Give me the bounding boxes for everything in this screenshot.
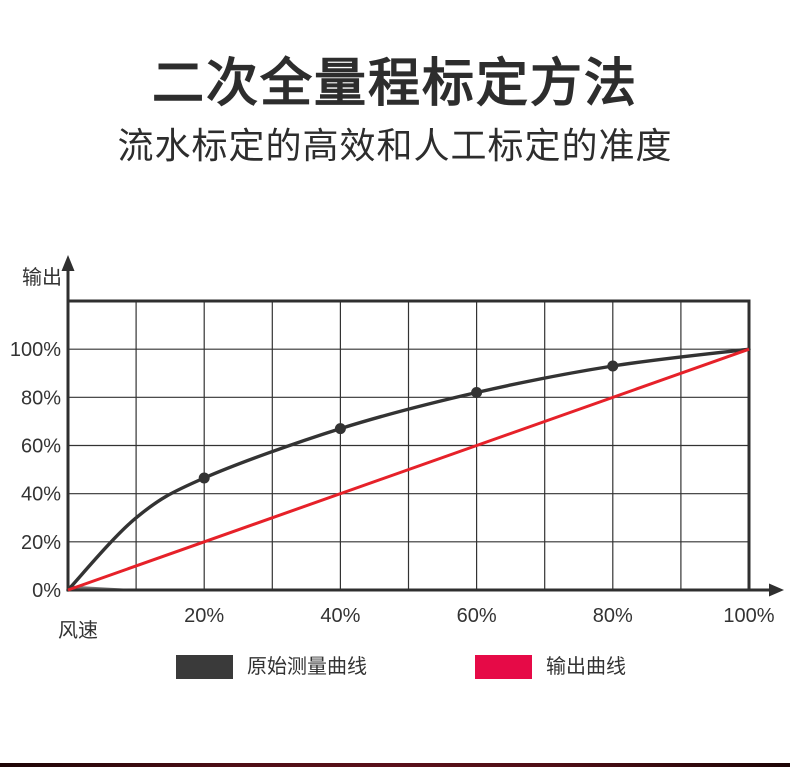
- infographic-page: 二次全量程标定方法 流水标定的高效和人工标定的准度 0% 20% 40% 60% 80%…: [0, 55, 790, 767]
- data-point-dot: [198, 472, 210, 484]
- data-point-dot: [607, 360, 619, 372]
- x-axis-arrow-icon: [769, 583, 784, 597]
- x-axis-label: 风速: [58, 619, 98, 642]
- curve-origin-shadow: [68, 585, 132, 590]
- y-tick-label: 20%: [21, 532, 61, 554]
- y-axis-arrow-icon: [61, 255, 75, 271]
- y-tick-label: 60%: [21, 436, 61, 458]
- x-tick-label: 60%: [457, 605, 497, 627]
- legend-item-original-curve: 原始测量曲线: [176, 654, 367, 680]
- page-subtitle: 流水标定的高效和人工标定的准度: [117, 125, 673, 167]
- y-tick-label: 40%: [21, 484, 61, 506]
- legend-item-output-curve: 输出曲线: [475, 654, 626, 680]
- data-point-dot: [471, 387, 483, 398]
- legend-label-original-curve: 原始测量曲线: [247, 656, 367, 678]
- x-tick-label: 100%: [723, 605, 774, 627]
- x-tick-label: 20%: [184, 605, 224, 627]
- y-tick-label: 100%: [10, 339, 61, 361]
- legend-swatch-output-curve: [475, 655, 532, 679]
- legend-swatch-original-curve: [176, 655, 233, 679]
- page-title: 二次全量程标定方法: [151, 55, 638, 113]
- x-tick-label: 40%: [320, 605, 360, 627]
- data-point-dot: [334, 423, 346, 435]
- y-tick-label: 0%: [32, 580, 61, 602]
- bottom-divider: [0, 763, 790, 767]
- chart-legend: 原始测量曲线 输出曲线: [0, 654, 790, 682]
- x-tick-label: 80%: [593, 605, 633, 627]
- y-tick-label: 80%: [21, 387, 61, 409]
- series-line-1: [67, 347, 750, 592]
- y-axis-label: 输出: [22, 266, 62, 289]
- legend-label-output-curve: 输出曲线: [546, 656, 626, 678]
